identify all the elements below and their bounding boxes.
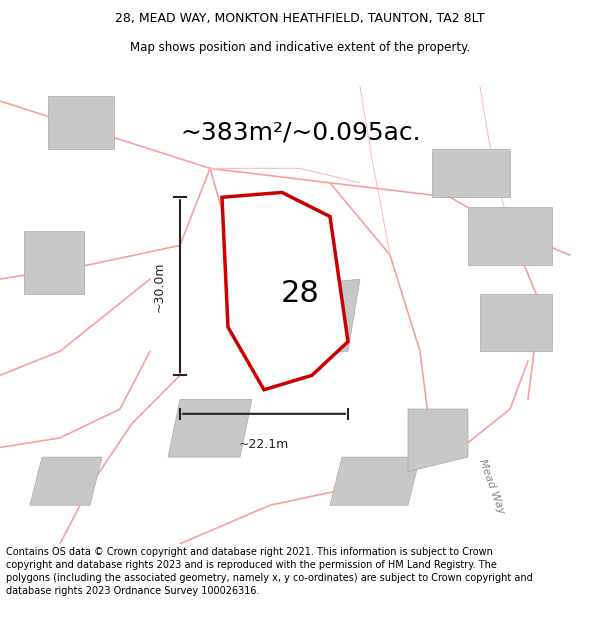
Polygon shape — [480, 294, 552, 351]
Text: ~22.1m: ~22.1m — [239, 438, 289, 451]
Polygon shape — [468, 207, 552, 264]
Polygon shape — [24, 231, 84, 294]
Text: 28: 28 — [281, 279, 319, 308]
Text: Map shows position and indicative extent of the property.: Map shows position and indicative extent… — [130, 41, 470, 54]
Polygon shape — [408, 409, 468, 471]
Polygon shape — [168, 399, 252, 457]
Polygon shape — [30, 457, 102, 505]
Text: ~383m²/~0.095ac.: ~383m²/~0.095ac. — [180, 120, 421, 144]
Text: ~30.0m: ~30.0m — [152, 261, 166, 311]
Polygon shape — [258, 279, 360, 361]
Text: Mead Way: Mead Way — [478, 457, 506, 515]
Text: Contains OS data © Crown copyright and database right 2021. This information is : Contains OS data © Crown copyright and d… — [6, 547, 533, 596]
Polygon shape — [330, 457, 420, 505]
Polygon shape — [222, 192, 348, 390]
Polygon shape — [48, 96, 114, 149]
Polygon shape — [432, 149, 510, 198]
Text: 28, MEAD WAY, MONKTON HEATHFIELD, TAUNTON, TA2 8LT: 28, MEAD WAY, MONKTON HEATHFIELD, TAUNTO… — [115, 12, 485, 25]
